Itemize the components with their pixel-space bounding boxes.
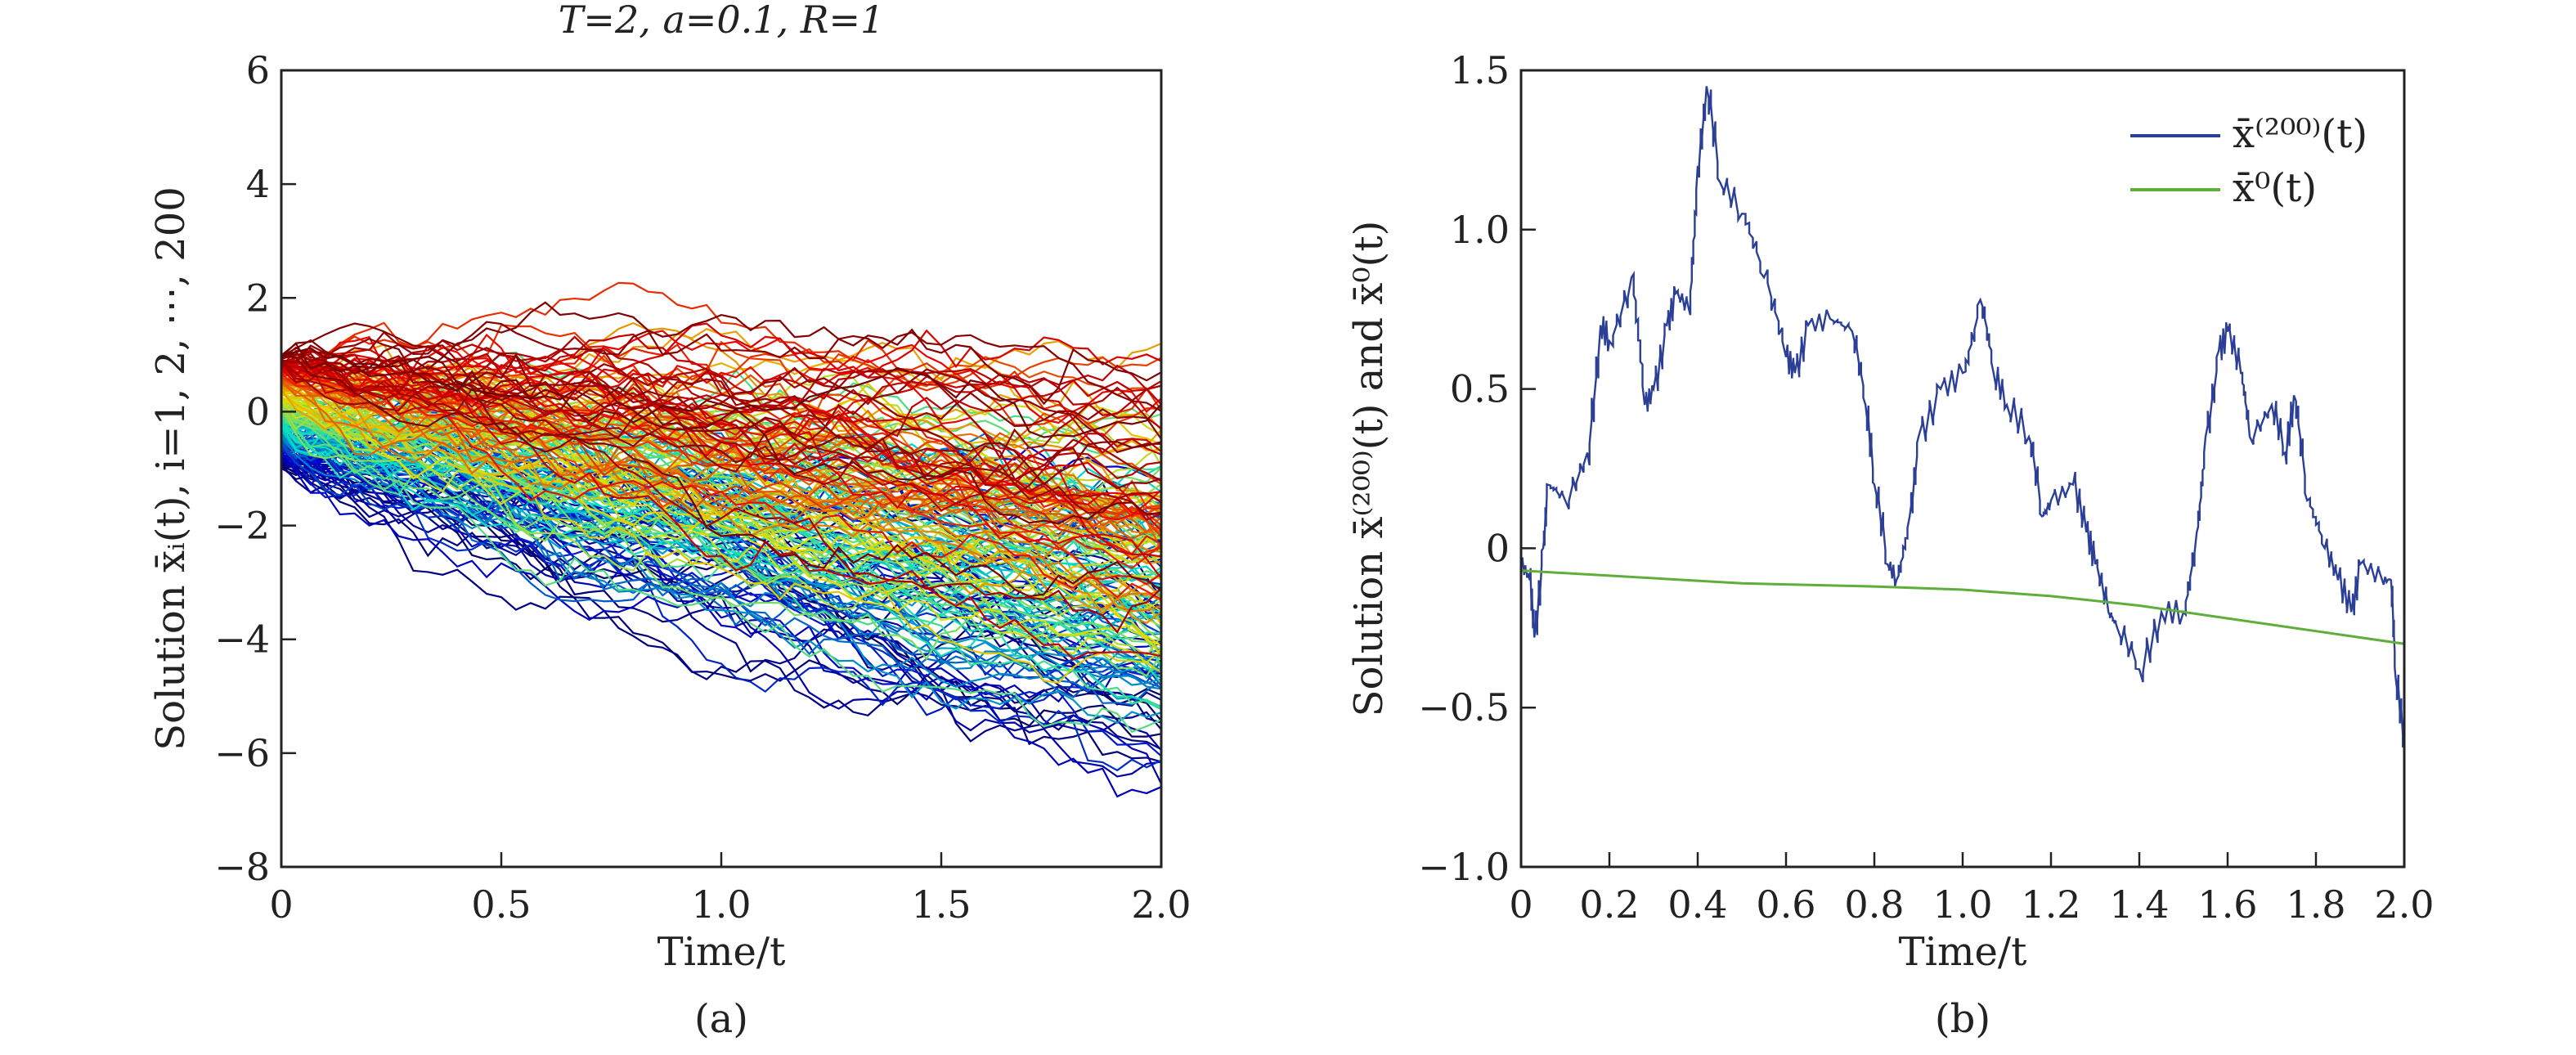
legend-label-x200: x̄⁽²⁰⁰⁾(t) — [2233, 111, 2367, 157]
sample-path-line — [280, 346, 1162, 490]
x-tick-label: 1.2 — [2021, 882, 2080, 927]
x-tick-label: 0 — [1509, 882, 1533, 927]
panel-a-series-group — [280, 281, 1162, 798]
sample-path-line — [280, 384, 1162, 685]
y-tick-label: 2 — [246, 276, 270, 320]
sample-path-line — [280, 364, 1162, 661]
sample-path-line — [280, 361, 1162, 634]
x-tick-label: 1.0 — [691, 882, 751, 927]
sample-path-line — [280, 415, 1162, 734]
panel-a-caption: (a) — [694, 996, 748, 1042]
sample-path-line — [280, 360, 1162, 460]
y-tick-label: 1.0 — [1450, 208, 1510, 252]
panel-a-title: T=2, a=0.1, R=1 — [559, 0, 885, 42]
series-x0-line — [1520, 569, 2405, 645]
x-tick-label: 1.8 — [2286, 882, 2345, 927]
sample-path-line — [280, 406, 1162, 589]
panel-b-series-group — [1519, 86, 2405, 748]
panel-b: 0 0.2 0.4 0.6 0.8 1.0 1.2 1.4 1.6 1.8 2.0 −1.0 −0.5 0… — [1346, 48, 2435, 1042]
sample-path-line — [280, 347, 1162, 438]
y-tick-label: −4 — [214, 617, 270, 662]
sample-path-line — [280, 361, 1162, 554]
y-tick-label: −8 — [214, 845, 270, 889]
panel-a: T=2, a=0.1, R=1 0 0.5 1.0 1.5 2.0 −8 −6 −4 −2 0 2 4… — [148, 0, 1192, 1042]
legend-label-x0: x̄⁰(t) — [2233, 165, 2317, 211]
sample-path-line — [280, 281, 1162, 426]
x-tick-label: 0.6 — [1756, 882, 1815, 927]
x-tick-label: 2.0 — [2374, 882, 2434, 927]
x-tick-label: 0.5 — [471, 882, 531, 927]
x-tick-label: 0 — [269, 882, 293, 927]
sample-path-line — [280, 301, 1162, 406]
x-tick-label: 1.6 — [2197, 882, 2257, 927]
panel-b-ylabel: Solution x̄⁽²⁰⁰⁾(t) and x̄⁰(t) — [1346, 221, 1392, 717]
sample-path-line — [280, 462, 1162, 731]
panel-a-ylabel: Solution x̄ᵢ(t), i=1, 2, ⋯, 200 — [148, 186, 194, 751]
sample-path-line — [280, 379, 1162, 541]
y-tick-label: 0 — [1486, 526, 1510, 570]
sample-path-line — [280, 383, 1162, 610]
x-tick-label: 0.4 — [1667, 882, 1727, 927]
sample-path-line — [280, 358, 1162, 438]
y-tick-label: −6 — [214, 731, 270, 775]
panel-b-ticks: 0 0.2 0.4 0.6 0.8 1.0 1.2 1.4 1.6 1.8 2.0 −1.0 −0.5 0… — [1418, 48, 2434, 927]
y-tick-label: −1.0 — [1418, 845, 1510, 889]
sample-path-line — [280, 360, 1162, 496]
y-tick-label: 4 — [246, 162, 270, 206]
sample-path-line — [280, 355, 1162, 598]
sample-path-line — [280, 442, 1162, 644]
x-tick-label: 1.0 — [1932, 882, 1992, 927]
sample-path-line — [280, 395, 1162, 613]
x-tick-label: 0.2 — [1579, 882, 1639, 927]
sample-path-line — [280, 413, 1162, 514]
sample-path-line — [280, 352, 1162, 601]
sample-path-line — [280, 463, 1162, 751]
series-x200-line — [1519, 86, 2405, 748]
x-tick-label: 2.0 — [1131, 882, 1191, 927]
y-tick-label: 0 — [246, 389, 270, 433]
sample-path-line — [280, 338, 1162, 440]
y-tick-label: −0.5 — [1418, 685, 1510, 730]
panel-b-xlabel: Time/t — [1899, 929, 2027, 975]
y-tick-label: −2 — [214, 504, 270, 548]
sample-path-line — [280, 400, 1162, 617]
panel-a-xlabel: Time/t — [657, 929, 786, 975]
sample-path-line — [280, 342, 1162, 525]
legend: x̄⁽²⁰⁰⁾(t) x̄⁰(t) — [2130, 111, 2367, 211]
sample-path-line — [280, 363, 1162, 472]
sample-path-line — [280, 333, 1162, 456]
y-tick-label: 0.5 — [1450, 367, 1510, 411]
sample-path-line — [280, 322, 1162, 486]
panel-b-caption: (b) — [1935, 996, 1990, 1042]
sample-path-line — [280, 436, 1162, 672]
sample-path-line — [280, 322, 1162, 403]
x-tick-label: 1.4 — [2109, 882, 2169, 927]
sample-path-line — [280, 362, 1162, 431]
y-tick-label: 1.5 — [1450, 48, 1510, 92]
x-tick-label: 1.5 — [911, 882, 971, 927]
x-tick-label: 0.8 — [1844, 882, 1904, 927]
panel-a-ticks: 0 0.5 1.0 1.5 2.0 −8 −6 −4 −2 0 2 4 6 — [214, 48, 1191, 927]
y-tick-label: 6 — [246, 48, 270, 92]
sample-path-line — [280, 321, 1162, 412]
